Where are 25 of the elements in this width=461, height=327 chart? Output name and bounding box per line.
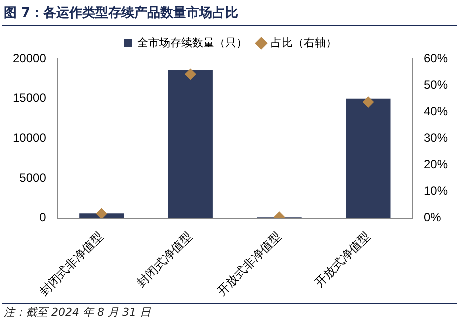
- y2-tick-label: 0%: [424, 210, 442, 225]
- x-tick-label: 开放式非净值型: [214, 229, 284, 298]
- y2-tick-label: 50%: [424, 78, 448, 92]
- y2-tick-label: 10%: [424, 184, 448, 198]
- y2-tick-label: 40%: [424, 104, 448, 118]
- y-tick-label: 10000: [12, 131, 47, 146]
- bar: [168, 70, 213, 218]
- y-tick-label: 0: [40, 210, 47, 225]
- chart-title: 图 7：各运作类型存续产品数量市场占比: [4, 4, 239, 22]
- text: 注：截至 2024 年 8 月 31 日: [4, 305, 151, 320]
- y-tick-label: 20000: [12, 51, 47, 66]
- y2-tick-label: 30%: [424, 131, 448, 146]
- point: [96, 208, 108, 218]
- x-tick-label: 开放式净值型: [312, 229, 373, 290]
- point: [363, 96, 374, 108]
- x-tick-label: 封闭式非净值型: [36, 229, 106, 298]
- y2-tick-label: 20%: [424, 158, 448, 172]
- x-tick-label: 封闭式净值型: [134, 229, 196, 290]
- legend-label: 全市场存续数量（只）: [138, 36, 248, 50]
- legend-label: 占比（右轴）: [271, 36, 337, 50]
- y-tick-label: 5000: [20, 170, 47, 185]
- y-tick-label: 15000: [12, 91, 47, 106]
- point: [185, 68, 196, 80]
- bar: [346, 98, 391, 218]
- y2-tick-label: 60%: [424, 51, 448, 66]
